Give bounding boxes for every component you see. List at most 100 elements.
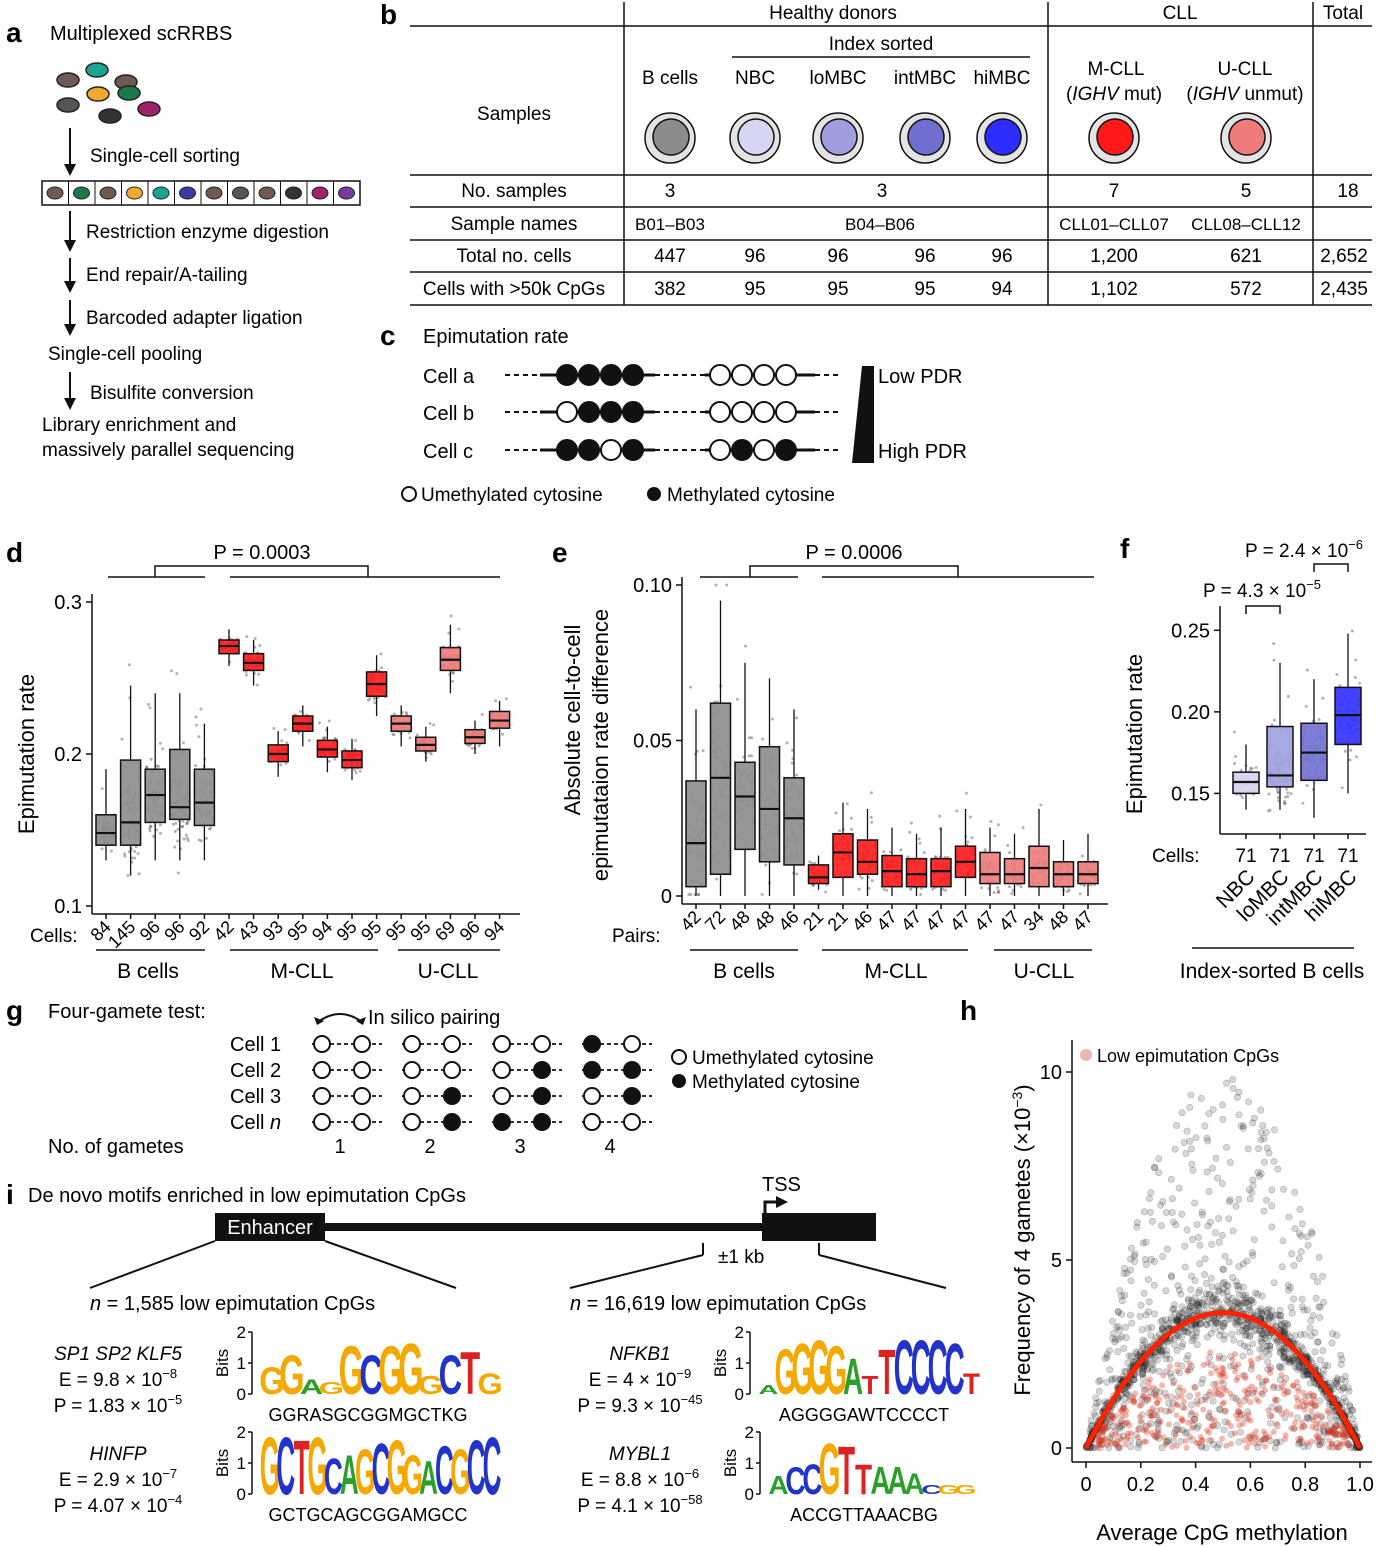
epimutation-title: Epimutation rate [423, 326, 569, 348]
box [1266, 725, 1294, 788]
col-mcll: M-CLL [1087, 59, 1144, 80]
box [979, 851, 1001, 885]
box [783, 777, 805, 866]
cell-value: B04–B06 [845, 215, 915, 234]
bits-tick: 0 [745, 1485, 754, 1504]
tss-arrow [763, 1200, 778, 1213]
g-legend-methylated: Methylated cytosine [692, 1072, 860, 1093]
cell-value: CLL01–CLL07 [1059, 215, 1169, 234]
y-axis-label: Frequency of 4 gametes (×10−3) [1009, 1084, 1035, 1395]
logo-letter: G [398, 1328, 423, 1409]
methylated-cytosine [775, 439, 797, 461]
group-label: B cells [713, 960, 775, 983]
header-cll: CLL [1163, 3, 1198, 24]
right-n-label: n = 16,619 low epimutation CpGs [570, 1293, 866, 1315]
logo-letter: A [419, 1453, 438, 1505]
logo-letter: G [938, 1482, 960, 1497]
logo-letter: A [887, 1461, 907, 1503]
panel-h: h 0 5 10 0 0.2 0.4 0.6 0.8 1.0 Average CpG methyl… [960, 995, 1374, 1545]
plate-cell [152, 186, 170, 200]
cell-cluster-icon [56, 62, 161, 124]
gametes-label: No. of gametes [48, 1136, 184, 1158]
cell-value: 96 [991, 246, 1012, 267]
logo-letter: T [855, 1455, 872, 1504]
methylated-cytosine [623, 1061, 641, 1079]
logo-letter: C [802, 1455, 822, 1504]
x-tick-label: 0.6 [1236, 1474, 1264, 1496]
panel-label-c: c [380, 320, 396, 351]
y-tick-label: 0.2 [54, 744, 82, 766]
methylated-cytosine [443, 1113, 461, 1131]
unmethylated-cytosine [731, 401, 753, 423]
y-tick-label: 0.1 [54, 896, 82, 918]
panel-label-b: b [380, 0, 397, 30]
box [758, 745, 781, 863]
unmethylated-cytosine [753, 401, 775, 423]
col-b-cells: B cells [642, 68, 698, 89]
y-tick-label: 0 [661, 886, 672, 908]
cell-value: 1,200 [1090, 246, 1138, 267]
x-axis-label: Average CpG methylation [1096, 1520, 1348, 1545]
logo-letter: A [300, 1375, 324, 1399]
motif-title: De novo motifs enriched in low epimutati… [28, 1185, 466, 1207]
panel-e: e 0 0.05 0.10 Absolute cell-to-cell epimutat… [552, 537, 1108, 983]
box [1077, 861, 1099, 885]
methylated-cytosine [731, 439, 753, 461]
methylated-cytosine [578, 364, 600, 386]
header-total: Total [1323, 3, 1363, 24]
col-ucll: U-CLL [1218, 59, 1273, 80]
plate-cell [179, 186, 196, 200]
cell-value: 621 [1230, 246, 1262, 267]
unmethylated-cytosine [313, 1061, 331, 1079]
box [1003, 857, 1026, 885]
logo-letter: T [460, 1341, 480, 1408]
logo-letter: G [808, 1326, 830, 1411]
col-intmbc: intMBC [894, 68, 956, 89]
x-tick-label: 0.8 [1291, 1474, 1319, 1496]
unmethylated-cytosine [556, 401, 578, 423]
unmethylated-cytosine [709, 439, 731, 461]
motif-e-value: E = 9.8 × 10−8 [59, 1366, 177, 1391]
y-tick-label: 0.15 [1171, 783, 1210, 805]
sorting-plate [41, 180, 361, 206]
cell-value: 2,652 [1320, 246, 1368, 267]
cell-count-label: 94 [480, 917, 508, 945]
logo-letter: T [838, 1434, 855, 1510]
panel-label-i: i [6, 1179, 14, 1210]
y-tick-label: 0.3 [54, 592, 82, 614]
tss-label: TSS [762, 1174, 801, 1196]
logo-letter: C [359, 1344, 383, 1406]
logo-letter: C [467, 1426, 486, 1512]
methylated-cytosine [600, 401, 622, 423]
pair-count-label: 47 [1069, 907, 1097, 935]
unmethylated-cytosine [403, 1061, 421, 1079]
motif-name: HINFP [90, 1444, 147, 1465]
plate-cell [46, 186, 64, 200]
step-library-1: Library enrichment and [42, 415, 236, 436]
bits-tick: 0 [735, 1385, 744, 1404]
low-pdr-label: Low PDR [878, 366, 962, 388]
box [193, 768, 216, 827]
logo-letter: C [945, 1328, 965, 1410]
in-silico-pairing: In silico pairing [368, 1007, 500, 1029]
unmethylated-cytosine [493, 1061, 511, 1079]
enhancer-box: Enhancer [227, 1217, 313, 1239]
unmethylated-cytosine [353, 1087, 371, 1105]
panel-label-g: g [6, 995, 23, 1026]
bits-label: Bits [721, 1449, 740, 1477]
y-tick-label: 10 [1040, 1062, 1062, 1084]
bits-tick: 2 [237, 1423, 246, 1442]
box [807, 864, 830, 885]
y-tick-label: 0.05 [633, 731, 672, 753]
bits-label: Bits [213, 1349, 232, 1377]
unmethylated-cytosine [353, 1035, 371, 1053]
x-tick-label: 0.4 [1182, 1474, 1210, 1496]
gene-box [762, 1213, 876, 1241]
y-axis-label-2: epimutataion rate difference [588, 609, 613, 881]
gamete-count: 3 [514, 1136, 525, 1158]
scrrbs-title: Multiplexed scRRBS [50, 23, 232, 45]
panel-b: b Healthy donors CLL Total Index sorted … [380, 0, 1372, 306]
box [95, 814, 117, 846]
sample-circle [652, 118, 690, 156]
methylated-cytosine [533, 1113, 551, 1131]
